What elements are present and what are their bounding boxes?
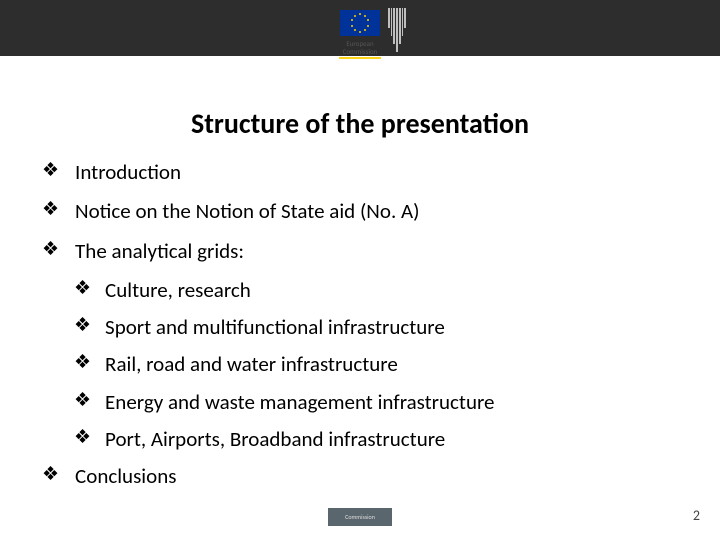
list-item: ❖ Notice on the Notion of State aid (No.… (42, 198, 690, 225)
list-item-text: The analytical grids: (75, 238, 244, 265)
diamond-bullet-icon: ❖ (42, 238, 59, 263)
list-item-sub: ❖ Sport and multifunctional infrastructu… (42, 314, 690, 341)
diamond-bullet-icon: ❖ (42, 159, 59, 184)
diamond-bullet-icon: ❖ (74, 351, 91, 376)
list-item-text: Notice on the Notion of State aid (No. A… (75, 198, 419, 225)
diamond-bullet-icon: ❖ (74, 314, 91, 339)
ec-logo: European Commission (330, 10, 390, 88)
page-number: 2 (693, 507, 700, 524)
footer-logo: Commission (328, 508, 392, 526)
list-item: ❖ The analytical grids: (42, 238, 690, 265)
list-item-text: Culture, research (105, 277, 251, 304)
footer-logo-text: Commission (345, 513, 375, 521)
slide-content: ❖ Introduction ❖ Notice on the Notion of… (0, 159, 720, 491)
list-item-text: Rail, road and water infrastructure (105, 351, 398, 378)
list-item-sub: ❖ Energy and waste management infrastruc… (42, 389, 690, 416)
list-item-text: Introduction (75, 159, 181, 186)
diamond-bullet-icon: ❖ (42, 463, 59, 488)
list-item-text: Conclusions (75, 463, 176, 490)
logo-label: European Commission (343, 40, 378, 55)
list-item-sub: ❖ Culture, research (42, 277, 690, 304)
eu-flag-icon (340, 10, 380, 36)
logo-underline (339, 57, 381, 59)
list-item-text: Energy and waste management infrastructu… (105, 389, 494, 416)
diamond-bullet-icon: ❖ (42, 198, 59, 223)
header-bar: European Commission (0, 0, 720, 56)
diamond-bullet-icon: ❖ (74, 277, 91, 302)
slide-title: Structure of the presentation (0, 106, 720, 141)
list-item-sub: ❖ Port, Airports, Broadband infrastructu… (42, 426, 690, 453)
list-item-text: Sport and multifunctional infrastructure (105, 314, 445, 341)
diamond-bullet-icon: ❖ (74, 426, 91, 451)
pillars-icon (388, 8, 406, 54)
list-item-text: Port, Airports, Broadband infrastructure (105, 426, 445, 453)
list-item-sub: ❖ Rail, road and water infrastructure (42, 351, 690, 378)
list-item: ❖ Conclusions (42, 463, 690, 490)
logo-label-line2: Commission (343, 47, 378, 56)
diamond-bullet-icon: ❖ (74, 389, 91, 414)
list-item: ❖ Introduction (42, 159, 690, 186)
